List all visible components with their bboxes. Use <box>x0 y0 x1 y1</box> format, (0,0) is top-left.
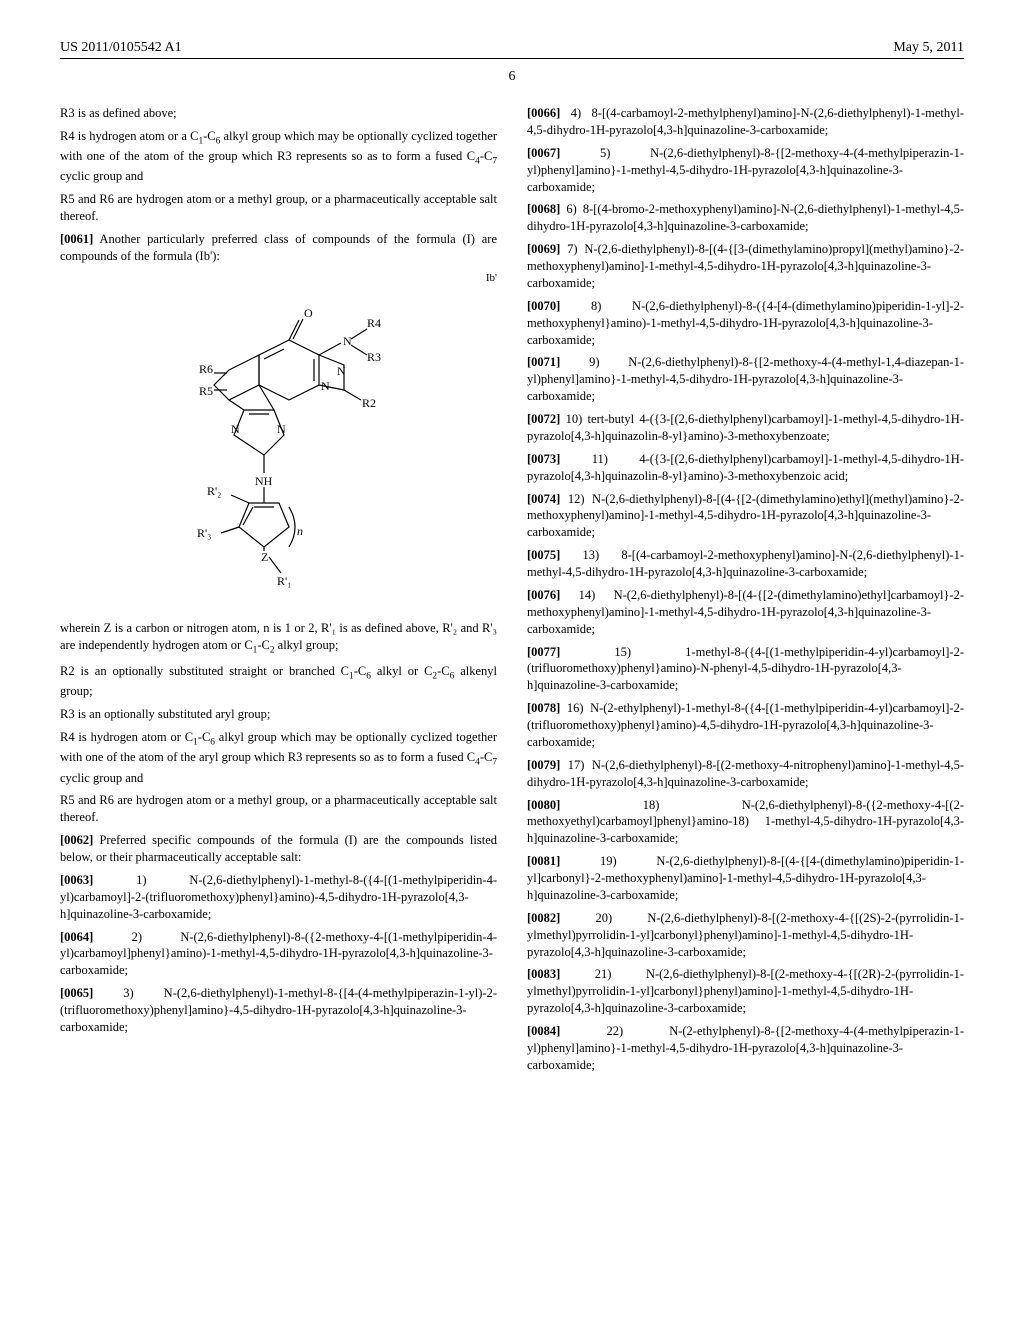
svg-text:R6: R6 <box>199 362 213 376</box>
paragraph: R5 and R6 are hydrogen atom or a methyl … <box>60 191 497 225</box>
compound-entry: [0074] 12) N-(2,6-diethylphenyl)-8-[(4-{… <box>527 491 964 542</box>
compound-entry: [0080] 18) N-(2,6-diethylphenyl)-8-({2-m… <box>527 797 964 848</box>
compound-entry: [0066] 4) 8-[(4-carbamoyl-2-methylphenyl… <box>527 105 964 139</box>
paragraph: R2 is an optionally substituted straight… <box>60 663 497 700</box>
paragraph: R4 is hydrogen atom or a C1-C6 alkyl gro… <box>60 128 497 185</box>
svg-text:O: O <box>304 306 313 320</box>
formula-label: Ib' <box>60 271 497 286</box>
paragraph: R3 is an optionally substituted aryl gro… <box>60 706 497 723</box>
svg-text:N: N <box>231 422 240 436</box>
paragraph: [0062] Preferred specific compounds of t… <box>60 832 497 866</box>
compound-entry: [0067] 5) N-(2,6-diethylphenyl)-8-{[2-me… <box>527 145 964 196</box>
publication-number: US 2011/0105542 A1 <box>60 40 182 56</box>
svg-text:N: N <box>337 364 346 378</box>
publication-date: May 5, 2011 <box>893 40 964 56</box>
svg-text:R5: R5 <box>199 384 213 398</box>
paragraph: R5 and R6 are hydrogen atom or a methyl … <box>60 792 497 826</box>
svg-text:Z: Z <box>261 550 268 564</box>
paragraph: R3 is as defined above; <box>60 105 497 122</box>
compound-entry: [0076] 14) N-(2,6-diethylphenyl)-8-[(4-{… <box>527 587 964 638</box>
svg-text:R2: R2 <box>362 396 376 410</box>
svg-text:R4: R4 <box>367 316 381 330</box>
chemical-structure-figure: O N R4 R3 R6 R5 R2 N <box>60 295 497 610</box>
compound-entry: [0075] 13) 8-[(4-carbamoyl-2-methoxyphen… <box>527 547 964 581</box>
svg-text:N: N <box>321 379 330 393</box>
compound-entry: [0072] 10) tert-butyl 4-({3-[(2,6-diethy… <box>527 411 964 445</box>
svg-text:R'₂: R'₂ <box>207 484 221 498</box>
svg-text:R'₃: R'₃ <box>197 526 211 540</box>
compound-entry: [0071] 9) N-(2,6-diethylphenyl)-8-{[2-me… <box>527 354 964 405</box>
compound-entry: [0065] 3) N-(2,6-diethylphenyl)-1-methyl… <box>60 985 497 1036</box>
para-number: [0062] <box>60 833 93 847</box>
compound-entry: [0077] 15) 1-methyl-8-({4-[(1-methylpipe… <box>527 644 964 695</box>
compound-entry: [0063] 1) N-(2,6-diethylphenyl)-1-methyl… <box>60 872 497 923</box>
compound-entry: [0070] 8) N-(2,6-diethylphenyl)-8-({4-[4… <box>527 298 964 349</box>
svg-text:n: n <box>297 524 303 538</box>
compound-entry: [0083] 21) N-(2,6-diethylphenyl)-8-[(2-m… <box>527 966 964 1017</box>
paragraph: wherein Z is a carbon or nitrogen atom, … <box>60 620 497 657</box>
paragraph: [0061] Another particularly preferred cl… <box>60 231 497 265</box>
compound-entry: [0082] 20) N-(2,6-diethylphenyl)-8-[(2-m… <box>527 910 964 961</box>
compound-entry: [0068] 6) 8-[(4-bromo-2-methoxyphenyl)am… <box>527 201 964 235</box>
paragraph: R4 is hydrogen atom or C1-C6 alkyl group… <box>60 729 497 786</box>
page-header: US 2011/0105542 A1 May 5, 2011 <box>60 40 964 59</box>
svg-text:R'₁: R'₁ <box>277 574 291 588</box>
body-columns: R3 is as defined above; R4 is hydrogen a… <box>60 105 964 1074</box>
compound-entry: [0079] 17) N-(2,6-diethylphenyl)-8-[(2-m… <box>527 757 964 791</box>
compound-entry: [0078] 16) N-(2-ethylphenyl)-1-methyl-8-… <box>527 700 964 751</box>
compound-entry: [0064] 2) N-(2,6-diethylphenyl)-8-({2-me… <box>60 929 497 980</box>
svg-text:R3: R3 <box>367 350 381 364</box>
compound-entry: [0081] 19) N-(2,6-diethylphenyl)-8-[(4-{… <box>527 853 964 904</box>
page-number: 6 <box>60 69 964 85</box>
svg-text:NH: NH <box>255 474 273 488</box>
svg-text:N: N <box>343 334 352 348</box>
compound-entry: [0084] 22) N-(2-ethylphenyl)-8-{[2-metho… <box>527 1023 964 1074</box>
para-number: [0061] <box>60 232 93 246</box>
compound-entry: [0073] 11) 4-({3-[(2,6-diethylphenyl)car… <box>527 451 964 485</box>
compound-entry: [0069] 7) N-(2,6-diethylphenyl)-8-[(4-{[… <box>527 241 964 292</box>
svg-text:N: N <box>277 422 286 436</box>
